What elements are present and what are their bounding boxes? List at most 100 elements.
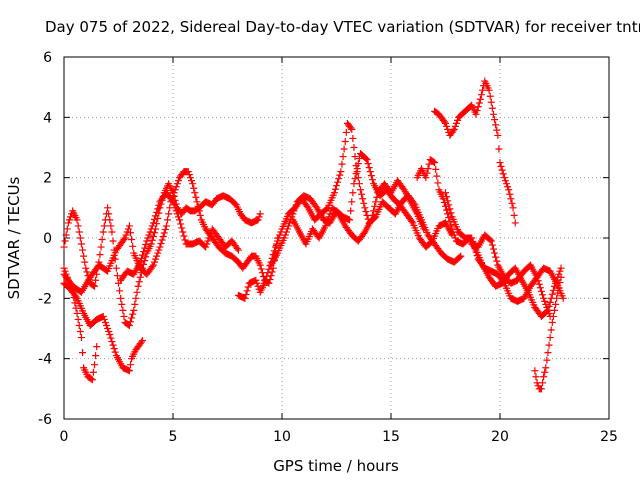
data-point [324,216,332,224]
data-point [205,234,213,242]
data-point [108,228,116,236]
data-point [547,326,555,334]
data-point [82,264,90,272]
data-point [339,153,347,161]
data-point [493,126,501,134]
data-point [365,164,373,172]
data-point [262,276,270,284]
data-point [184,168,192,176]
data-point [540,373,548,381]
data-point [325,213,333,221]
data-point [370,207,378,215]
data-point [179,228,187,236]
data-point [281,231,289,239]
data-point [186,174,194,182]
data-point [452,119,460,127]
data-point [488,241,496,249]
data-point [189,180,197,188]
data-point [346,216,354,224]
data-point [399,184,407,192]
data-point [473,107,481,115]
data-point [109,237,117,245]
data-point [557,273,565,281]
data-point [154,205,162,213]
data-point [552,300,560,308]
data-point [148,222,156,230]
data-point [64,219,72,227]
data-point [171,186,179,194]
data-point [359,195,367,203]
data-point [285,222,293,230]
data-point [156,243,164,251]
data-point [485,86,493,94]
data-point [185,171,193,179]
data-point [158,236,166,244]
data-point [486,236,494,244]
data-point [444,197,452,205]
data-point [172,207,180,215]
data-point [322,222,330,230]
data-point [280,234,288,242]
data-point [292,201,300,209]
data-point [137,255,145,263]
data-point [83,268,91,276]
data-point [149,232,157,240]
plot-frame [63,56,610,420]
x-tick-label: 20 [491,429,509,445]
data-point [160,229,168,237]
data-point [539,291,547,299]
data-point [75,321,83,329]
data-point [537,287,545,295]
y-tick-label: 6 [43,50,52,66]
data-point [134,282,142,290]
data-point [159,232,167,240]
data-point [157,240,165,248]
data-point [492,121,500,129]
data-point [536,284,544,292]
data-point [323,205,331,213]
y-axis-label: SDTVAR / TECUs [5,176,23,299]
data-point [449,127,457,135]
data-point [497,162,505,170]
data-point [203,240,211,248]
data-point [137,338,145,346]
data-point [510,211,518,219]
data-point [486,92,494,100]
data-point [283,225,291,233]
data-point [144,234,152,242]
data-point [489,110,497,118]
data-point [492,253,500,261]
data-point [107,334,115,342]
data-point [173,210,181,218]
data-point [255,213,263,221]
data-point [74,315,82,323]
data-point [77,240,85,248]
data-point [241,294,249,302]
data-point [91,282,99,290]
x-tick-label: 10 [273,429,291,445]
data-point [447,209,455,217]
data-point [271,243,279,251]
data-point [254,216,262,224]
data-point [349,189,357,197]
data-point [367,172,375,180]
data-point [358,190,366,198]
data-point [89,368,97,376]
data-point [112,264,120,272]
y-tick-label: -2 [38,291,52,307]
data-point [548,290,556,298]
data-point [355,155,363,163]
data-point [543,303,551,311]
data-point [493,257,501,265]
data-point [155,246,163,254]
data-point [202,243,210,251]
data-point [559,294,567,302]
data-point [133,288,141,296]
data-point [340,145,348,153]
data-point [425,160,433,168]
data-point [505,186,513,194]
data-point [456,253,464,261]
data-point [443,122,451,130]
data-point [150,229,158,237]
data-point [557,264,565,272]
